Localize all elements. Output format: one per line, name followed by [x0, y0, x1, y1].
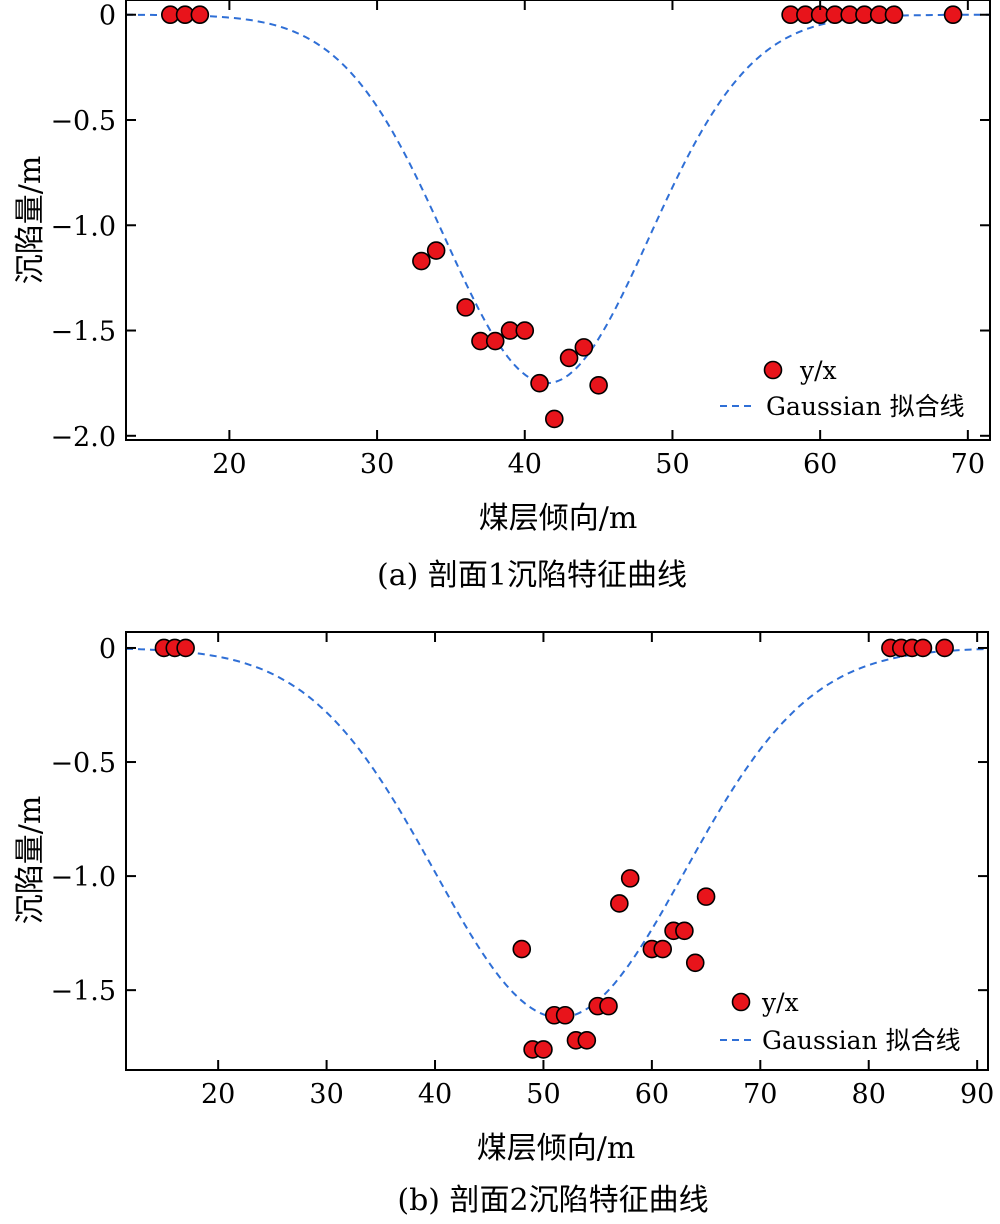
data-point-b: [653, 939, 673, 959]
caption-b: (b) 剖面2沉陷特征曲线: [397, 1183, 708, 1218]
data-point-a: [485, 331, 505, 351]
data-point-b: [555, 1005, 575, 1025]
x-axis-label-a: 煤层倾向/m: [479, 501, 638, 536]
gaussian-fit-line-b: [125, 647, 989, 1019]
legend-label-scatter-b: y/x: [761, 988, 799, 1017]
x-tick-label: 60: [635, 1079, 669, 1110]
legend-b: y/x Gaussian 拟合线: [720, 988, 961, 1055]
legend-label-line-b: Gaussian 拟合线: [762, 1026, 961, 1055]
x-tick-label: 20: [212, 449, 246, 480]
data-point-b: [534, 1040, 553, 1059]
plot-area-a: [126, 5, 990, 429]
y-axis-label-a: 沉陷量/m: [13, 156, 48, 285]
data-point-b: [696, 887, 716, 906]
data-point-a: [426, 241, 446, 260]
data-point-b: [577, 1031, 597, 1050]
data-point-b: [685, 953, 705, 973]
data-point-b: [620, 869, 640, 888]
x-tick-label: 50: [655, 449, 689, 480]
y-tick-label: 0: [99, 1, 116, 32]
data-point-b: [935, 638, 954, 658]
caption-a: (a) 剖面1沉陷特征曲线: [377, 558, 687, 593]
axis-ticks-a: 20 30 40 50 60 70 0 −0.5 −1.0 −1.5 −2.0: [50, 0, 990, 480]
plot-frame-b: [125, 631, 989, 1071]
axis-ticks-b: 20 30 40 50 60 70 80 90 0 −0.5 −1.0 −1.5: [50, 632, 994, 1110]
x-tick-label: 90: [960, 1079, 994, 1110]
data-point-a: [589, 375, 608, 395]
legend-label-scatter-a: y/x: [799, 356, 837, 385]
data-point-a: [456, 298, 475, 317]
legend-label-line-a: Gaussian 拟合线: [766, 392, 965, 421]
data-point-b: [512, 939, 532, 959]
x-tick-label: 20: [201, 1079, 235, 1110]
data-point-a: [545, 409, 564, 429]
y-tick-label: −0.5: [50, 106, 116, 137]
x-axis-label-b: 煤层倾向/m: [477, 1131, 636, 1166]
x-tick-label: 70: [743, 1079, 777, 1110]
data-point-b: [599, 996, 618, 1016]
data-point-b: [675, 921, 694, 941]
data-point-a: [515, 321, 535, 340]
chart-panel-a: 20 30 40 50 60 70 0 −0.5 −1.0 −1.5 −2.0 煤层倾向/m 沉陷量…: [13, 0, 991, 593]
plot-frame-a: [125, 0, 991, 441]
legend-marker-scatter-b: [731, 992, 751, 1012]
x-tick-label: 30: [309, 1079, 343, 1110]
data-point-a: [530, 373, 549, 393]
legend-a: y/x Gaussian 拟合线: [720, 356, 965, 421]
x-tick-label: 60: [803, 449, 837, 480]
x-tick-label: 50: [526, 1079, 560, 1110]
y-tick-label: −1.5: [50, 317, 116, 348]
data-point-b: [176, 638, 195, 658]
data-point-a: [559, 348, 579, 368]
legend-marker-scatter-a: [763, 360, 783, 380]
data-point-a: [943, 5, 963, 25]
y-axis-label-b: 沉陷量/m: [13, 796, 48, 925]
x-tick-label: 40: [508, 449, 542, 480]
data-point-a: [190, 5, 210, 25]
data-point-b: [610, 894, 629, 913]
y-tick-label: −2.0: [50, 422, 116, 453]
data-point-a: [574, 338, 594, 357]
data-point-a: [412, 251, 431, 271]
chart-panel-b: 20 30 40 50 60 70 80 90 0 −0.5 −1.0 −1.5 煤层倾向/m 沉陷量…: [13, 631, 994, 1218]
y-tick-label: −1.0: [50, 862, 116, 893]
x-tick-label: 40: [418, 1079, 452, 1110]
y-tick-label: −0.5: [50, 748, 116, 779]
y-tick-label: −1.0: [50, 211, 116, 242]
y-tick-label: −1.5: [50, 976, 116, 1007]
y-tick-label: 0: [99, 634, 116, 665]
data-point-b: [913, 638, 933, 658]
x-tick-label: 70: [951, 449, 985, 480]
data-point-a: [884, 5, 904, 25]
gaussian-fit-line-a: [126, 13, 990, 385]
x-tick-label: 30: [360, 449, 394, 480]
x-tick-label: 80: [852, 1079, 886, 1110]
plot-area-b: [125, 638, 989, 1059]
